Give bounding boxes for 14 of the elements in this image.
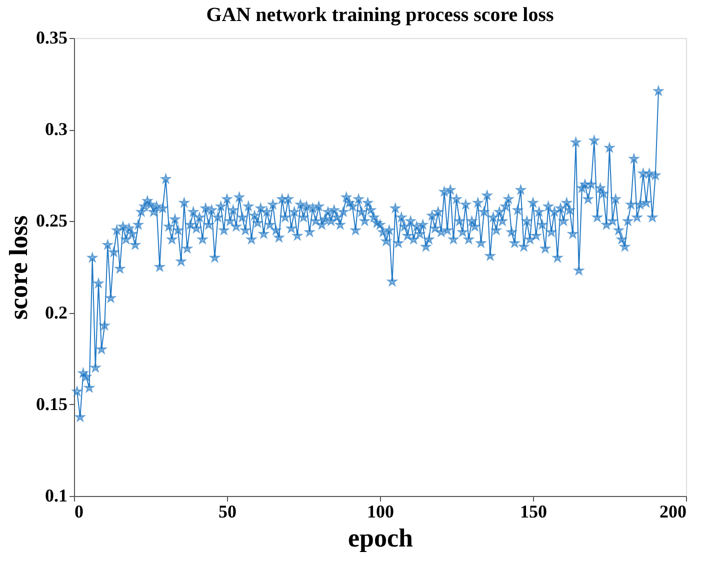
y-tick-label: 0.15 <box>36 394 68 414</box>
x-tick-label: 50 <box>218 502 236 522</box>
x-axis-title: epoch <box>348 524 414 552</box>
x-tick-label: 150 <box>520 502 547 522</box>
y-tick-label: 0.25 <box>36 210 68 231</box>
x-tick-label: 0 <box>74 502 84 522</box>
y-axis-title: score loss <box>4 215 33 320</box>
y-tick-label: 0.3 <box>45 119 68 140</box>
x-tick-label: 100 <box>367 502 394 522</box>
y-tick-label: 0.2 <box>45 302 68 322</box>
y-tick-label: 0.1 <box>45 486 68 506</box>
x-tick-label: 200 <box>660 502 686 522</box>
chart-title: GAN network training process score loss <box>206 4 554 26</box>
y-tick-label: 0.35 <box>36 28 68 48</box>
